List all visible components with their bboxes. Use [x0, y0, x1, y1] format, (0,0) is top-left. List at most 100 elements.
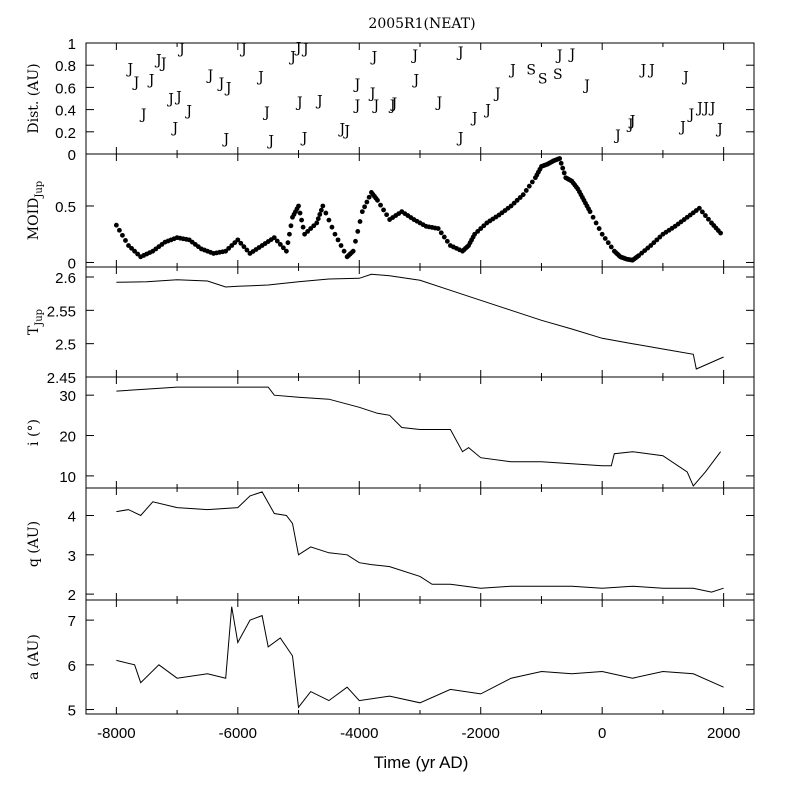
moid-point: [651, 240, 657, 246]
encounter-marker: J: [300, 130, 308, 146]
encounter-marker: J: [390, 96, 398, 112]
moid-point: [364, 199, 370, 205]
x-axis: -8000 -6000 -4000 -2000 0 2000: [97, 725, 740, 742]
moid-point: [587, 209, 593, 215]
encounter-marker: J: [266, 134, 274, 150]
moid-point: [271, 235, 277, 241]
moid-point: [511, 200, 517, 206]
encounter-marker: J: [493, 86, 501, 102]
moid-point: [438, 230, 444, 236]
x-tick-label: 0: [598, 725, 606, 742]
y-axis-label: Dist. (AU): [26, 63, 42, 133]
moid-point: [526, 183, 532, 189]
encounter-marker: J: [126, 62, 134, 78]
encounter-marker: S: [553, 67, 563, 83]
encounter-marker: J: [678, 119, 686, 135]
encounter-marker: J: [221, 131, 229, 147]
y-tick-label: 20: [59, 429, 76, 446]
moid-point: [113, 222, 119, 228]
encounter-marker: J: [368, 86, 376, 102]
moid-point: [472, 231, 478, 237]
y-axis-label: TJup: [26, 309, 45, 335]
y-tick-label: 3: [68, 548, 76, 565]
y-tick-label: 10: [59, 469, 76, 486]
moid-point: [561, 170, 567, 176]
encounter-marker: J: [626, 117, 634, 133]
moid-point: [232, 240, 238, 246]
moid-point: [235, 237, 241, 243]
moid-point: [558, 160, 564, 166]
moid-point: [317, 212, 323, 217]
moid-point: [280, 245, 286, 251]
moid-point: [444, 238, 450, 244]
moid-point: [359, 209, 365, 215]
encounter-marker: J: [301, 42, 309, 58]
encounter-marker: J: [288, 49, 296, 65]
moid-point: [311, 223, 317, 229]
encounter-marker: J: [177, 42, 185, 58]
y-axis-label: i (°): [26, 419, 42, 446]
moid-point: [696, 205, 702, 211]
moid-point: [338, 243, 344, 248]
moid-point: [657, 234, 663, 240]
moid-point: [384, 212, 389, 218]
y-tick-label: 7: [68, 613, 76, 630]
moid-point: [366, 194, 372, 200]
moid-point: [706, 216, 711, 222]
moid-point: [308, 226, 314, 231]
moid-point: [481, 223, 487, 229]
moid-point: [297, 210, 303, 216]
moid-point: [341, 248, 347, 254]
encounter-marker: J: [217, 76, 225, 92]
encounter-marker: J: [206, 68, 214, 84]
encounter-marker: J: [410, 48, 418, 64]
moid-point: [226, 245, 232, 251]
moid-point: [318, 207, 324, 213]
panel-frame: [85, 599, 755, 715]
moid-point: [241, 244, 247, 250]
encounter-marker: J: [613, 128, 621, 144]
panel-frame: [85, 487, 755, 601]
y-axis-label-subscript: Jup: [34, 181, 45, 199]
y-tick-label: 30: [59, 388, 76, 405]
encounter-marker: J: [715, 121, 723, 137]
encounter-marker: J: [184, 104, 192, 120]
moid-point: [362, 204, 367, 210]
moid-point: [602, 236, 608, 241]
moid-point: [654, 237, 660, 243]
encounter-marker: J: [708, 100, 716, 116]
y-tick-label: 4: [68, 509, 76, 526]
moid-point: [357, 219, 363, 224]
moid-point: [648, 243, 654, 248]
moid-point: [557, 156, 563, 161]
x-tick-label: -8000: [97, 725, 135, 742]
moid-point: [514, 197, 520, 203]
encounter-marker: J: [582, 78, 590, 94]
series-line: [116, 386, 721, 487]
y-axis-label-text: Dist. (AU): [26, 63, 42, 133]
moid-point: [277, 242, 283, 247]
encounter-marker: J: [435, 95, 443, 111]
moid-point: [475, 229, 481, 234]
encounter-marker: J: [456, 45, 464, 61]
moid-point: [305, 229, 311, 234]
moid-point: [699, 209, 705, 215]
y-axis-label-text: T: [26, 325, 42, 335]
moid-point: [478, 226, 484, 231]
encounter-marker: J: [224, 80, 232, 96]
x-tick-label: 2000: [707, 725, 740, 742]
encounter-marker: J: [687, 107, 695, 123]
y-tick-label: 0.5: [55, 199, 76, 216]
moid-point: [441, 234, 447, 240]
moid-point: [320, 203, 326, 209]
moid-point: [335, 237, 341, 243]
series-line: [116, 273, 724, 370]
encounter-marker: J: [170, 120, 178, 136]
moid-point: [599, 231, 605, 237]
moid-point: [299, 217, 304, 223]
encounter-marker: J: [262, 105, 270, 121]
y-axis-label: MOIDJup: [26, 181, 45, 240]
encounter-marker: J: [139, 107, 147, 123]
moid-point: [288, 223, 294, 229]
moid-point: [520, 192, 526, 198]
